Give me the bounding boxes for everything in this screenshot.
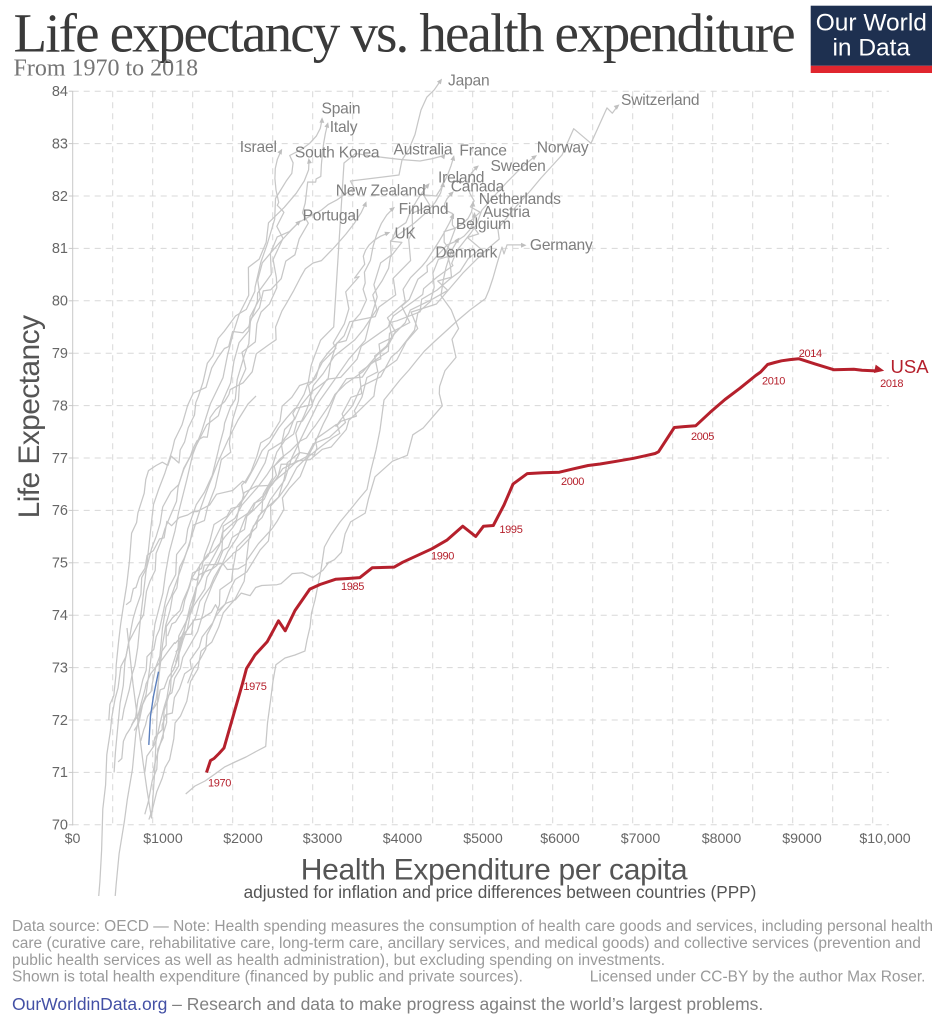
svg-text:2014: 2014 xyxy=(799,348,822,360)
svg-text:2005: 2005 xyxy=(691,431,714,443)
svg-text:France: France xyxy=(459,143,506,160)
svg-text:Portugal: Portugal xyxy=(303,208,359,225)
svg-text:USA: USA xyxy=(891,356,930,377)
svg-text:74: 74 xyxy=(52,608,68,624)
svg-text:New Zealand: New Zealand xyxy=(336,183,426,200)
svg-text:Israel: Israel xyxy=(240,139,277,156)
svg-text:Netherlands: Netherlands xyxy=(479,191,561,208)
svg-text:OurWorldinData.org – Research: OurWorldinData.org – Research and data t… xyxy=(12,994,763,1014)
svg-text:$9000: $9000 xyxy=(782,831,822,847)
svg-text:Life Expectancy: Life Expectancy xyxy=(13,315,46,518)
svg-text:Ireland: Ireland xyxy=(438,170,484,187)
svg-text:Life expectancy vs. health exp: Life expectancy vs. health expenditure xyxy=(14,2,795,63)
svg-text:81: 81 xyxy=(52,241,68,257)
svg-text:$1000: $1000 xyxy=(143,831,183,847)
svg-text:Germany: Germany xyxy=(530,237,593,254)
svg-text:$8000: $8000 xyxy=(702,831,742,847)
svg-text:Canada: Canada xyxy=(451,179,505,196)
svg-text:73: 73 xyxy=(52,660,68,676)
svg-text:78: 78 xyxy=(52,398,68,414)
svg-text:Shown is total health expendit: Shown is total health expenditure (finan… xyxy=(12,969,523,986)
svg-text:care (curative care, rehabilit: care (curative care, rehabilitative care… xyxy=(12,935,921,952)
svg-text:2018: 2018 xyxy=(880,378,903,390)
svg-text:Japan: Japan xyxy=(448,73,490,90)
svg-text:UK: UK xyxy=(395,226,417,243)
svg-text:1970: 1970 xyxy=(208,778,231,790)
svg-text:Denmark: Denmark xyxy=(435,245,497,262)
svg-text:$0: $0 xyxy=(65,831,81,847)
svg-text:77: 77 xyxy=(52,451,68,467)
svg-text:Belgium: Belgium xyxy=(456,216,511,233)
svg-text:Switzerland: Switzerland xyxy=(621,92,699,109)
svg-text:$7000: $7000 xyxy=(621,831,661,847)
svg-text:Austria: Austria xyxy=(483,204,531,221)
svg-text:71: 71 xyxy=(52,765,68,781)
svg-text:1995: 1995 xyxy=(499,524,522,536)
svg-text:84: 84 xyxy=(52,84,68,100)
svg-text:Norway: Norway xyxy=(537,140,589,157)
svg-text:From 1970 to 2018: From 1970 to 2018 xyxy=(14,55,199,81)
svg-text:in Data: in Data xyxy=(832,34,910,61)
svg-text:1975: 1975 xyxy=(243,681,266,693)
svg-text:2010: 2010 xyxy=(762,376,785,388)
svg-text:Data source: OECD — Note: Heal: Data source: OECD — Note: Health spendin… xyxy=(12,918,933,935)
svg-text:Australia: Australia xyxy=(394,142,453,159)
svg-text:79: 79 xyxy=(52,346,68,362)
svg-text:$6000: $6000 xyxy=(540,831,580,847)
svg-text:$5000: $5000 xyxy=(463,831,503,847)
svg-text:Italy: Italy xyxy=(330,119,358,136)
svg-text:adjusted for inflation and pri: adjusted for inflation and price differe… xyxy=(244,882,757,902)
svg-text:$3000: $3000 xyxy=(303,831,343,847)
svg-text:Spain: Spain xyxy=(322,101,361,118)
svg-text:83: 83 xyxy=(52,136,68,152)
svg-text:80: 80 xyxy=(52,294,68,310)
svg-text:Sweden: Sweden xyxy=(491,158,546,175)
svg-text:Finland: Finland xyxy=(399,201,449,218)
svg-text:70: 70 xyxy=(52,818,68,834)
svg-text:$10,000: $10,000 xyxy=(859,831,910,847)
svg-text:Licensed under CC-BY by the au: Licensed under CC-BY by the author Max R… xyxy=(590,969,926,986)
svg-text:public health services as well: public health services as well as health… xyxy=(12,952,665,969)
svg-text:1990: 1990 xyxy=(431,551,454,563)
svg-text:82: 82 xyxy=(52,189,68,205)
svg-text:76: 76 xyxy=(52,503,68,519)
svg-text:2000: 2000 xyxy=(561,476,584,488)
svg-text:75: 75 xyxy=(52,556,68,572)
svg-text:$4000: $4000 xyxy=(383,831,423,847)
svg-text:$2000: $2000 xyxy=(223,831,263,847)
svg-text:1985: 1985 xyxy=(341,581,364,593)
svg-text:72: 72 xyxy=(52,713,68,729)
svg-text:South Korea: South Korea xyxy=(295,145,380,162)
svg-text:Our World: Our World xyxy=(816,10,927,37)
svg-text:Health Expenditure per capita: Health Expenditure per capita xyxy=(301,854,688,887)
